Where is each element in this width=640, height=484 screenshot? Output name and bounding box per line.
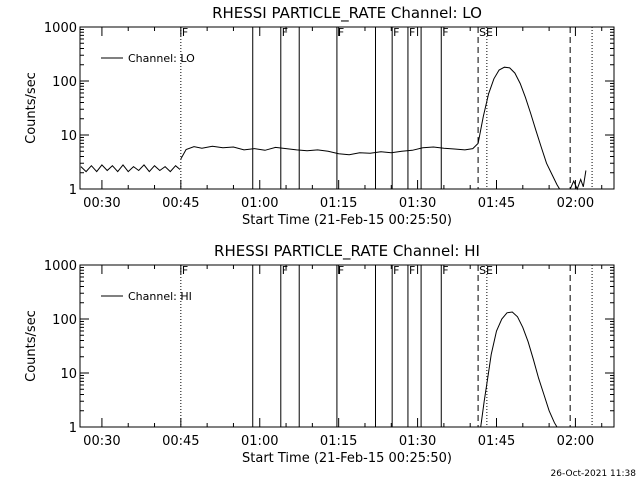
y-tick-label: 100 [52,75,77,90]
flag-label: F [338,26,344,39]
x-tick-label: 00:45 [162,434,199,449]
data-series-line [80,164,181,173]
flag-label: F [409,264,415,277]
plot-frame [79,26,615,190]
y-tick-label: 10 [60,367,77,382]
x-tick-label: 01:15 [320,196,357,211]
x-tick-label: 02:00 [557,196,594,211]
data-series-line [569,170,587,191]
chart-panel-1: RHESSI PARTICLE_RATE Channel: HI Counts/s… [24,242,615,466]
y-tick-label: 100 [52,313,77,328]
flag-label: F [442,264,448,277]
plot-frame [79,264,615,428]
chart-panel-0: RHESSI PARTICLE_RATE Channel: LO Counts/s… [24,4,615,228]
data-series-line [480,311,558,428]
chart-title: RHESSI PARTICLE_RATE Channel: LO [212,4,482,23]
y-tick-label: 10 [60,129,77,144]
flag-label: F [282,264,288,277]
flag-label: SE [479,264,493,277]
flag-label: F [393,264,399,277]
legend-label: Channel: LO [128,52,195,65]
footer-timestamp: 26-Oct-2021 11:38 [551,469,637,479]
y-tick-label: 1000 [44,259,77,274]
flag-label: F [393,26,399,39]
y-tick-label: 1 [69,421,77,436]
flag-label: F [182,26,188,39]
data-series-line [180,66,561,190]
x-tick-label: 01:00 [241,434,278,449]
x-axis-label: Start Time (21-Feb-15 00:25:50) [242,213,452,228]
x-tick-label: 01:30 [399,434,436,449]
flag-label: F [409,26,415,39]
flag-label: SE [479,26,493,39]
flag-label: F [182,264,188,277]
y-axis-label: Counts/sec [24,310,39,382]
x-tick-label: 00:45 [162,196,199,211]
x-axis-label: Start Time (21-Feb-15 00:25:50) [242,451,452,466]
x-tick-label: 02:00 [557,434,594,449]
y-tick-label: 1000 [44,21,77,36]
x-tick-label: 01:00 [241,196,278,211]
x-tick-label: 01:45 [478,434,515,449]
chart-title: RHESSI PARTICLE_RATE Channel: HI [214,242,480,261]
x-tick-label: 00:30 [83,196,120,211]
flag-label: F [442,26,448,39]
y-tick-label: 1 [69,183,77,198]
legend-label: Channel: HI [128,290,192,303]
x-tick-label: 01:30 [399,196,436,211]
x-tick-label: 01:15 [320,434,357,449]
flag-label: F [338,264,344,277]
x-tick-label: 01:45 [478,196,515,211]
x-tick-label: 00:30 [83,434,120,449]
y-axis-label: Counts/sec [24,72,39,144]
flag-label: F [282,26,288,39]
